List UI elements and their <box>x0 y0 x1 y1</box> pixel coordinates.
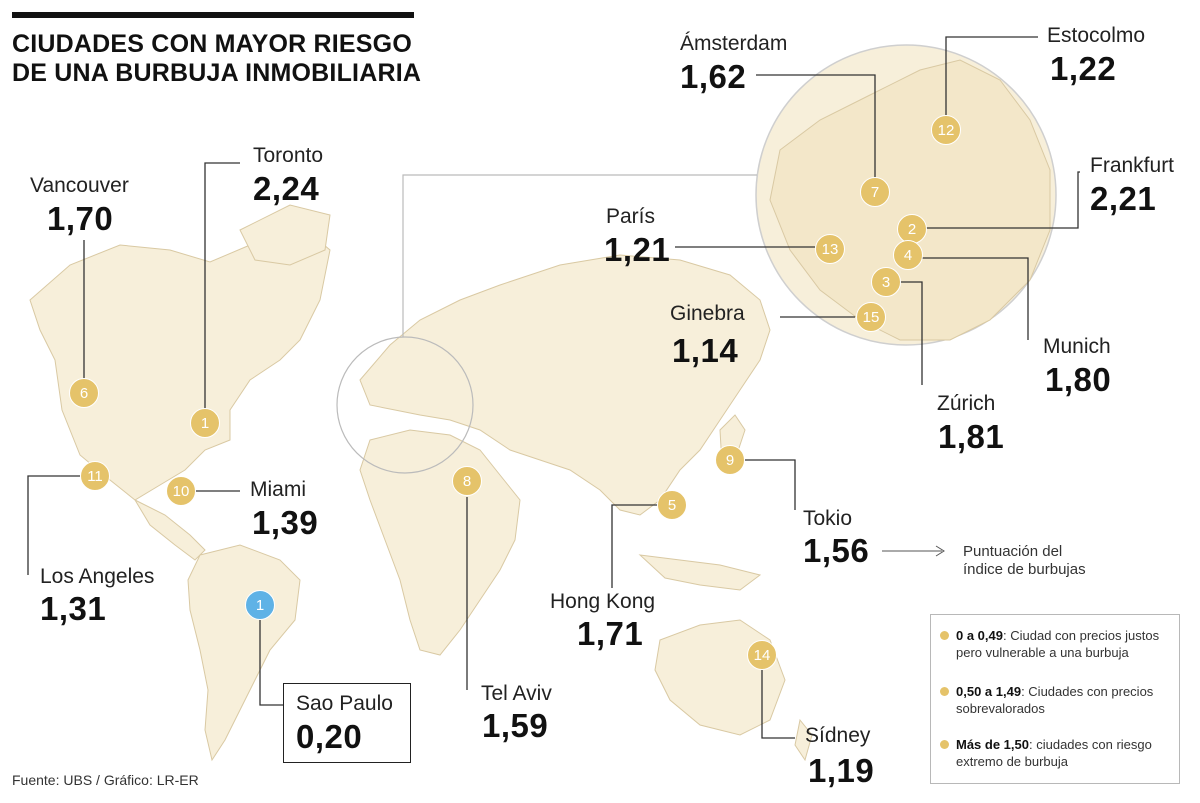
label-hong-kong-name: Hong Kong <box>550 590 656 613</box>
europe-locator-circle <box>336 336 474 474</box>
marker-hong-kong: 5 <box>657 490 687 520</box>
label-munich-name: Munich <box>1043 335 1111 358</box>
marker-miami: 10 <box>166 476 196 506</box>
legend-text: : Ciudad con precios justos pero vulnera… <box>956 628 1160 660</box>
annotation-line-1: Puntuación del <box>963 543 1063 560</box>
legend-dot-icon <box>940 631 949 640</box>
zoom-inner-land <box>769 59 1051 341</box>
label-ginebra-value: 1,14 <box>672 332 739 369</box>
leader-frankfurt <box>920 171 1080 229</box>
marker-sao-paulo: 1 <box>245 590 275 620</box>
north-america-shape <box>29 224 331 501</box>
new-zealand-shape <box>794 718 813 762</box>
leader-munich <box>920 257 1029 340</box>
legend-range: Más de 1,50 <box>956 737 1029 752</box>
title-line-2: DE UNA BURBUJA INMOBILIARIA <box>12 59 422 87</box>
marker-munich: 4 <box>893 240 923 270</box>
leader-hong-kong <box>611 504 660 588</box>
marker-sidney: 14 <box>747 640 777 670</box>
marker-amsterdam: 7 <box>860 177 890 207</box>
marker-toronto: 1 <box>190 408 220 438</box>
label-sao-paulo-value: 0,20 <box>296 718 363 755</box>
legend-text: : ciudades con riesgo extremo de burbuja <box>956 737 1152 769</box>
label-tel-aviv-name: Tel Aviv <box>481 682 552 705</box>
label-miami-name: Miami <box>250 478 306 501</box>
legend-range: 0,50 a 1,49 <box>956 684 1022 699</box>
label-miami-value: 1,39 <box>252 504 319 541</box>
central-america-shape <box>133 498 206 561</box>
leader-sao-paulo <box>259 620 283 706</box>
label-sidney-name: Sídney <box>805 724 871 747</box>
indonesia-shape <box>638 554 762 591</box>
label-amsterdam-value: 1,62 <box>680 58 747 95</box>
label-toronto-value: 2,24 <box>253 170 320 207</box>
label-frankfurt-name: Frankfurt <box>1090 154 1175 177</box>
legend-text: : Ciudades con precios sobrevalorados <box>956 684 1154 716</box>
legend-dot-icon <box>940 687 949 696</box>
label-vancouver-value: 1,70 <box>47 200 114 237</box>
leader-zurich <box>898 281 923 385</box>
leader-los-angeles <box>27 475 80 575</box>
zoom-connector-line <box>402 174 757 337</box>
label-munich-value: 1,80 <box>1045 361 1112 398</box>
legend-item-high: Más de 1,50: ciudades con riesgo extremo… <box>940 736 1171 770</box>
marker-ginebra: 15 <box>856 302 886 332</box>
source-credit: Fuente: UBS / Gráfico: LR-ER <box>12 772 199 788</box>
leader-sidney <box>761 670 795 739</box>
page-title: CIUDADES CON MAYOR RIESGO DE UNA BURBUJA… <box>12 30 432 88</box>
label-ginebra-name: Ginebra <box>670 302 745 325</box>
legend-item-low: 0 a 0,49: Ciudad con precios justos pero… <box>940 627 1171 661</box>
label-los-angeles-name: Los Angeles <box>40 565 155 588</box>
annotation-arrow-head <box>935 545 945 557</box>
leader-amsterdam <box>756 74 876 180</box>
label-toronto-name: Toronto <box>253 144 324 167</box>
label-paris-value: 1,21 <box>604 231 671 268</box>
legend: 0 a 0,49: Ciudad con precios justos pero… <box>930 614 1180 784</box>
title-line-1: CIUDADES CON MAYOR RIESGO <box>12 30 412 58</box>
label-estocolmo-value: 1,22 <box>1050 50 1117 87</box>
leader-estocolmo <box>945 36 1038 115</box>
marker-tel-aviv: 8 <box>452 466 482 496</box>
label-hong-kong-value: 1,71 <box>577 615 644 652</box>
legend-item-mid: 0,50 a 1,49: Ciudades con precios sobrev… <box>940 683 1171 717</box>
sao-paulo-box <box>283 683 411 763</box>
leader-tokio <box>745 459 796 510</box>
title-rule <box>12 12 414 18</box>
marker-tokio: 9 <box>715 445 745 475</box>
label-tokio-name: Tokio <box>803 507 853 530</box>
marker-los-angeles: 11 <box>80 461 110 491</box>
annotation-line-2: índice de burbujas <box>963 561 1086 578</box>
marker-paris: 13 <box>815 234 845 264</box>
marker-frankfurt: 2 <box>897 214 927 244</box>
label-zurich-name: Zúrich <box>937 392 996 415</box>
label-tokio-value: 1,56 <box>803 532 870 569</box>
marker-zurich: 3 <box>871 267 901 297</box>
legend-dot-icon <box>940 740 949 749</box>
label-paris-name: París <box>606 205 656 228</box>
label-vancouver-name: Vancouver <box>30 174 129 197</box>
legend-range: 0 a 0,49 <box>956 628 1003 643</box>
label-sao-paulo-name: Sao Paulo <box>296 692 393 715</box>
australia-shape <box>654 619 786 736</box>
label-tel-aviv-value: 1,59 <box>482 707 549 744</box>
label-frankfurt-value: 2,21 <box>1090 180 1157 217</box>
greenland-shape <box>239 204 331 266</box>
marker-estocolmo: 12 <box>931 115 961 145</box>
label-zurich-value: 1,81 <box>938 418 1005 455</box>
label-sidney-value: 1,19 <box>808 752 875 789</box>
leader-toronto <box>204 162 240 420</box>
label-estocolmo-name: Estocolmo <box>1047 24 1146 47</box>
marker-vancouver: 6 <box>69 378 99 408</box>
bubble-index-annotation: Puntuación del índice de burbujas <box>963 543 1086 579</box>
label-los-angeles-value: 1,31 <box>40 590 107 627</box>
label-amsterdam-name: Ámsterdam <box>680 32 788 55</box>
